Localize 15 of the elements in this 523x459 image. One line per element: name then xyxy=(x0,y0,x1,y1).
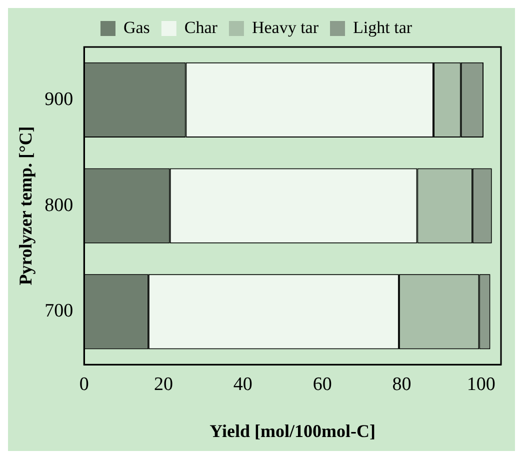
x-tick-label: 60 xyxy=(312,374,332,395)
y-tick-label: 800 xyxy=(44,194,74,216)
x-tick-label: 40 xyxy=(233,374,252,395)
y-tick-label: 700 xyxy=(44,300,74,322)
legend-label: Gas xyxy=(123,18,150,37)
x-tick-label: 20 xyxy=(154,374,174,395)
x-tick-label: 80 xyxy=(392,374,412,395)
x-axis-title: Yield [mol/100mol-C] xyxy=(210,420,376,441)
legend-label: Char xyxy=(184,18,218,37)
y-tick-label: 900 xyxy=(44,88,74,110)
x-tick-label: 100 xyxy=(466,374,496,395)
y-axis-title: Pyrolyzer temp. [°C] xyxy=(15,126,36,286)
x-tick-label: 0 xyxy=(79,374,89,395)
legend-label: Heavy tar xyxy=(252,18,319,37)
legend-label: Light tar xyxy=(353,18,412,37)
